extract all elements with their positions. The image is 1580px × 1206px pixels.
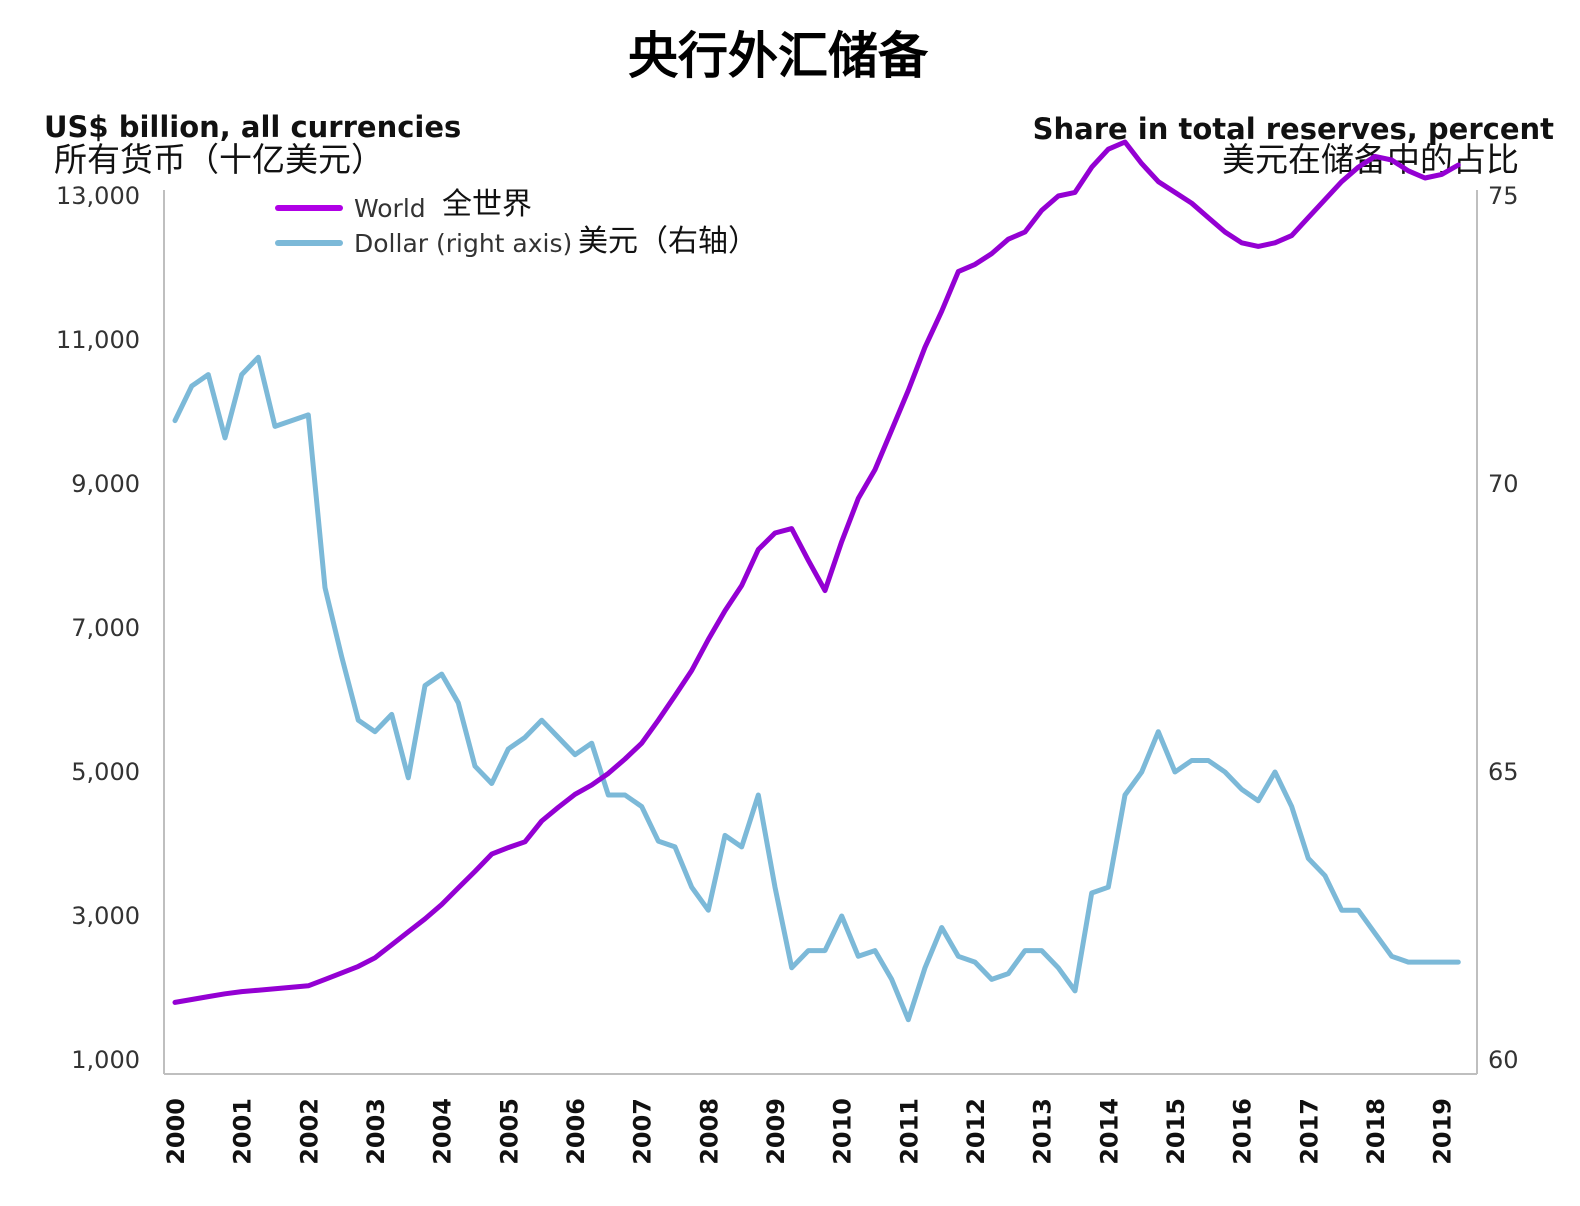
x-tick-label: 2008 (695, 1098, 723, 1165)
x-tick-label: 2011 (895, 1098, 923, 1165)
y-left-ticks: 13,000 11,000 9,000 7,000 5,000 3,000 1,000 (56, 182, 140, 1074)
series-layer (172, 139, 1461, 1023)
y-right-tick-label: 65 (1488, 758, 1519, 786)
x-tick-label: 2013 (1029, 1098, 1057, 1165)
x-tick-label: 2003 (362, 1098, 390, 1165)
x-tick-label: 2019 (1429, 1098, 1457, 1165)
y-left-axis-title: US$ billion, all currencies (44, 110, 461, 144)
y-left-tick-label: 13,000 (56, 182, 140, 210)
x-tick-label: 2014 (1095, 1098, 1123, 1165)
y-left-axis-title-zh: 所有货币（十亿美元） (54, 140, 384, 179)
y-left-tick-label: 5,000 (71, 758, 140, 786)
y-right-tick-label: 75 (1488, 182, 1519, 210)
x-tick-label: 2012 (962, 1098, 990, 1165)
y-left-tick-label: 7,000 (71, 614, 140, 642)
y-right-ticks: 75 70 65 60 (1488, 182, 1519, 1074)
x-tick-label: 2015 (1162, 1098, 1190, 1165)
y-left-tick-label: 3,000 (71, 902, 140, 930)
y-left-tick-label: 9,000 (71, 470, 140, 498)
x-tick-label: 2005 (495, 1098, 523, 1165)
legend-label-dollar-zh: 美元（右轴） (578, 224, 758, 259)
y-left-tick-label: 1,000 (71, 1046, 140, 1074)
x-tick-label: 2016 (1229, 1098, 1257, 1165)
y-right-axis-title: Share in total reserves, percent (1033, 112, 1554, 146)
x-tick-label: 2007 (629, 1098, 657, 1165)
y-left-tick-label: 11,000 (56, 326, 140, 354)
series-line-world (172, 139, 1461, 1005)
legend-label-dollar: Dollar (right axis) (354, 229, 572, 258)
x-tick-label: 2010 (829, 1098, 857, 1165)
legend-label-world-zh: 全世界 (442, 187, 532, 222)
x-tick-label: 2000 (162, 1098, 190, 1165)
legend-label-world: World (354, 194, 426, 223)
x-tick-label: 2009 (762, 1098, 790, 1165)
x-tick-label: 2017 (1295, 1098, 1323, 1165)
x-tick-label: 2004 (429, 1098, 457, 1165)
x-tick-label: 2018 (1362, 1098, 1390, 1165)
x-tick-label: 2002 (295, 1098, 323, 1165)
chart-title: 央行外汇储备 (628, 27, 929, 85)
y-right-tick-label: 60 (1488, 1046, 1519, 1074)
x-tick-label: 2001 (229, 1098, 257, 1165)
legend: World 全世界 Dollar (right axis) 美元（右轴） (275, 187, 758, 259)
x-ticks: 2000 2001 2002 2003 2004 2005 2006 2007 2008 2009… (162, 1098, 1457, 1165)
y-right-tick-label: 70 (1488, 470, 1519, 498)
x-tick-label: 2006 (562, 1098, 590, 1165)
series-line-dollar (172, 354, 1461, 1023)
